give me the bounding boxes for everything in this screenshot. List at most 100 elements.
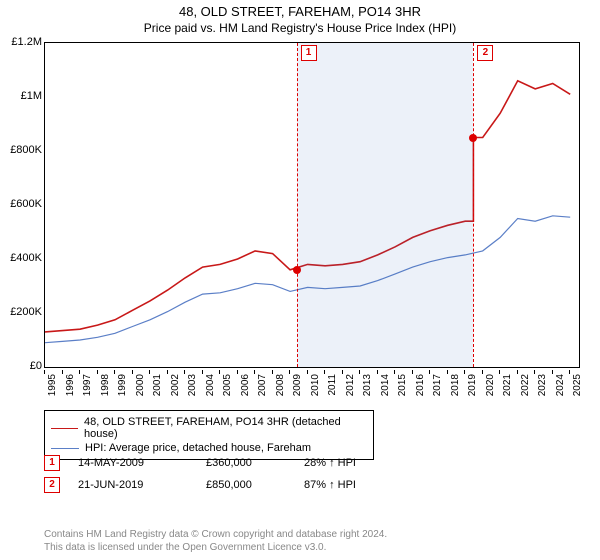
x-tick-label: 2008 [275,374,286,396]
x-tick [447,370,448,374]
x-tick-label: 2024 [555,374,566,396]
x-tick [464,370,465,374]
x-tick [499,370,500,374]
x-tick [569,370,570,374]
y-tick-label: £1M [21,90,42,102]
x-tick-label: 2022 [520,374,531,396]
x-tick-label: 2020 [485,374,496,396]
x-tick [324,370,325,374]
x-tick-label: 2000 [135,374,146,396]
x-tick [79,370,80,374]
x-tick [377,370,378,374]
sales-table: 1 14-MAY-2009 £360,000 28% ↑ HPI 2 21-JUN-201… [44,452,580,496]
x-tick-label: 2001 [152,374,163,396]
x-tick [114,370,115,374]
x-axis: 1995 1996 1997 1998 1999 2000 2001 2002 2003 2004… [44,370,580,406]
x-tick [149,370,150,374]
y-tick-label: £400K [10,252,42,264]
sale-flag: 2 [44,477,60,493]
x-tick [552,370,553,374]
x-tick-label: 2025 [572,374,583,396]
legend-swatch [51,428,78,429]
sale-marker-point [469,134,477,142]
sale-vs-hpi: 28% ↑ HPI [304,457,404,469]
sale-price: £360,000 [206,457,286,469]
sale-price: £850,000 [206,479,286,491]
sale-marker-line [473,43,474,367]
footer: Contains HM Land Registry data © Crown c… [44,528,580,554]
footer-line-1: Contains HM Land Registry data © Crown c… [44,528,580,541]
x-tick-label: 2003 [187,374,198,396]
sale-marker-flag: 2 [477,45,493,61]
x-tick [202,370,203,374]
x-tick-label: 2011 [327,374,338,396]
y-tick-label: £800K [10,144,42,156]
plot-area: 12 [44,42,580,368]
x-tick-label: 1995 [47,374,58,396]
x-tick [254,370,255,374]
y-tick-label: £1.2M [11,36,42,48]
x-tick-label: 2017 [432,374,443,396]
sale-row: 1 14-MAY-2009 £360,000 28% ↑ HPI [44,452,580,474]
x-tick [289,370,290,374]
chart-area: £0£200K£400K£600K£800K£1M£1.2M 12 199519… [0,38,600,406]
x-tick-label: 2010 [310,374,321,396]
x-tick-label: 2019 [467,374,478,396]
x-tick-label: 2013 [362,374,373,396]
x-tick [359,370,360,374]
x-tick [429,370,430,374]
x-tick [342,370,343,374]
x-tick [97,370,98,374]
x-tick-label: 2021 [502,374,513,396]
sale-flag: 1 [44,455,60,471]
x-tick-label: 2009 [292,374,303,396]
x-tick-label: 2005 [222,374,233,396]
x-tick-label: 1999 [117,374,128,396]
x-tick [167,370,168,374]
x-tick-label: 2023 [537,374,548,396]
sale-date: 14-MAY-2009 [78,457,188,469]
x-tick [62,370,63,374]
x-tick [44,370,45,374]
x-tick [517,370,518,374]
x-tick-label: 1996 [65,374,76,396]
x-tick-label: 2006 [240,374,251,396]
x-tick-label: 2016 [415,374,426,396]
x-tick-label: 2002 [170,374,181,396]
x-tick [219,370,220,374]
x-tick [132,370,133,374]
y-tick-label: £600K [10,198,42,210]
x-tick-label: 2007 [257,374,268,396]
chart-titles: 48, OLD STREET, FAREHAM, PO14 3HR Price … [0,0,600,35]
footer-line-2: This data is licensed under the Open Gov… [44,541,580,554]
x-tick-label: 2004 [205,374,216,396]
sale-vs-hpi: 87% ↑ HPI [304,479,404,491]
figure: { "title_line1":"48, OLD STREET, FAREHAM… [0,0,600,560]
y-tick-label: £200K [10,306,42,318]
x-tick-label: 2018 [450,374,461,396]
legend-item: 48, OLD STREET, FAREHAM, PO14 3HR (detac… [51,415,367,441]
x-tick [237,370,238,374]
y-axis: £0£200K£400K£600K£800K£1M£1.2M [0,38,44,368]
sale-marker-line [297,43,298,367]
legend-swatch [51,448,79,449]
x-tick [482,370,483,374]
x-tick-label: 1998 [100,374,111,396]
y-tick-label: £0 [30,360,42,372]
legend-label: 48, OLD STREET, FAREHAM, PO14 3HR (detac… [84,416,367,440]
x-tick [412,370,413,374]
x-tick [394,370,395,374]
x-tick [272,370,273,374]
x-tick-label: 1997 [82,374,93,396]
sale-period-band [297,43,474,367]
x-tick-label: 2015 [397,374,408,396]
x-tick-label: 2014 [380,374,391,396]
x-tick [184,370,185,374]
sale-marker-point [293,266,301,274]
sale-date: 21-JUN-2019 [78,479,188,491]
title-subtitle: Price paid vs. HM Land Registry's House … [0,21,600,35]
sale-marker-flag: 1 [301,45,317,61]
x-tick-label: 2012 [345,374,356,396]
title-address: 48, OLD STREET, FAREHAM, PO14 3HR [0,4,600,19]
x-tick [307,370,308,374]
